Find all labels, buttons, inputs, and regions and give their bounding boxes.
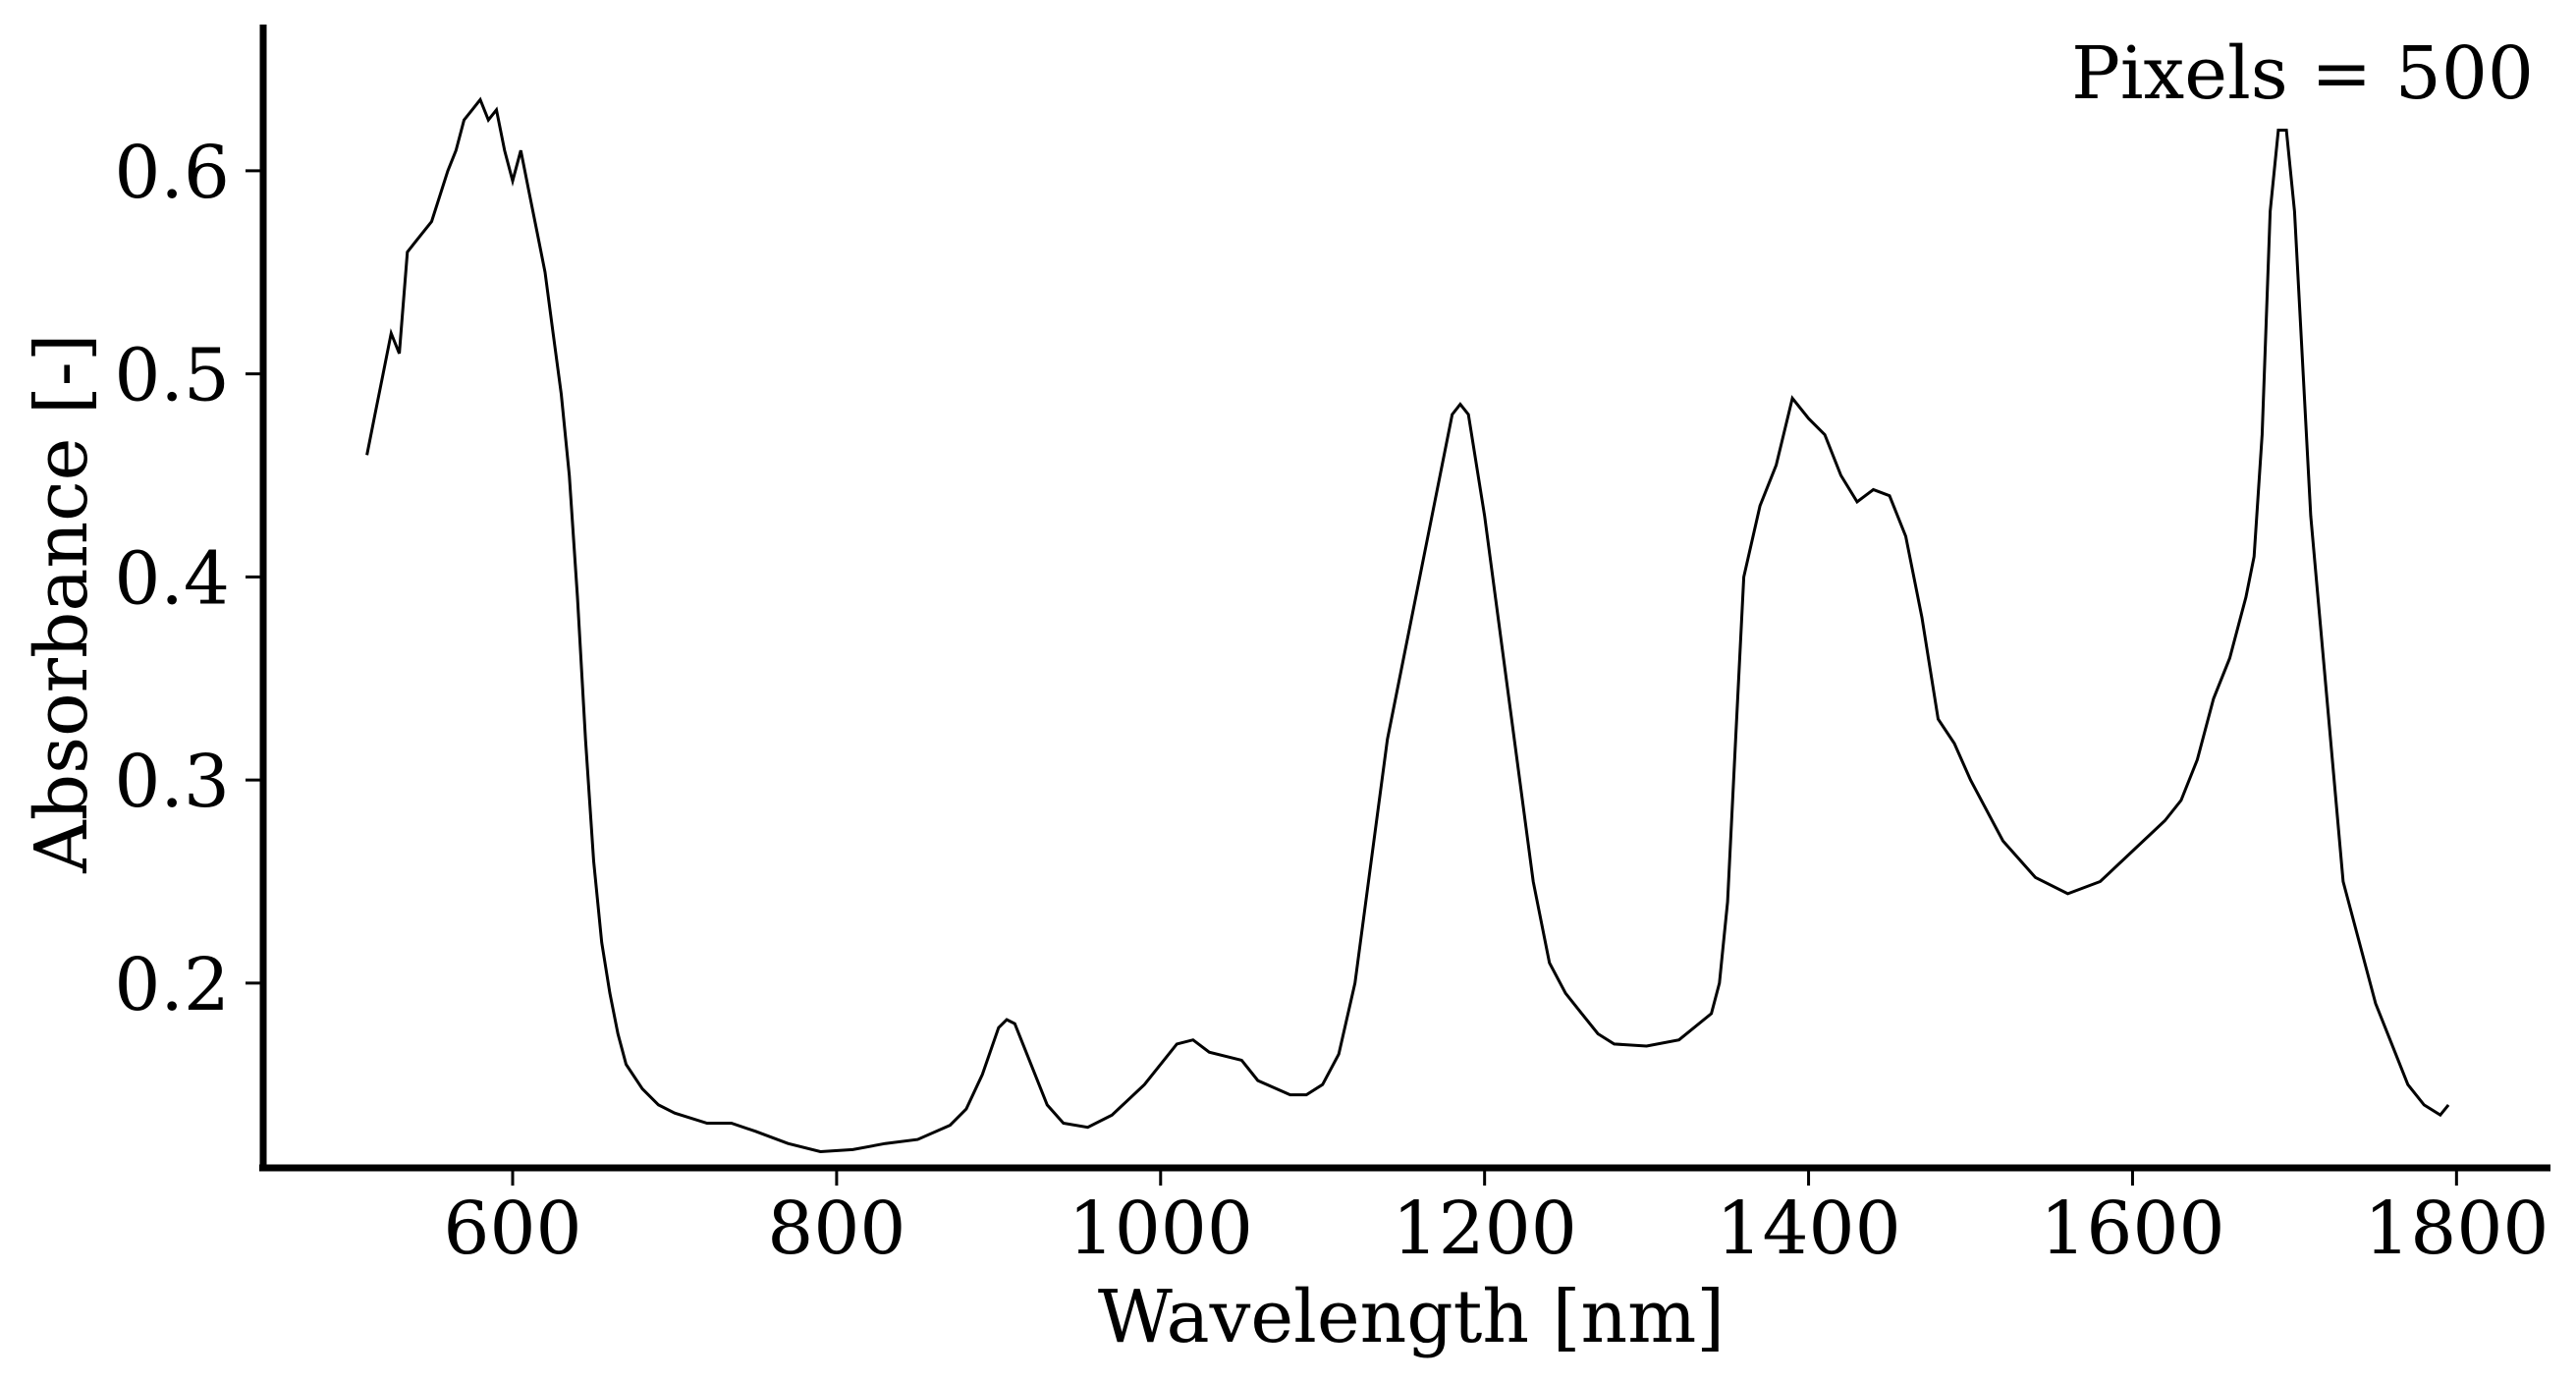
x-ticks: 600 800 1000 1200 1400 1600 1800 <box>443 1168 2549 1271</box>
annotation-pixels: Pixels = 500 <box>2071 31 2534 116</box>
x-tick-label: 600 <box>443 1187 581 1271</box>
y-tick-label: 0.4 <box>114 536 230 621</box>
x-tick-label: 1400 <box>1716 1187 1900 1271</box>
y-tick-label: 0.2 <box>114 943 230 1027</box>
y-tick-label: 0.3 <box>114 740 230 824</box>
y-axis-label: Absorbance [-] <box>20 333 104 873</box>
x-axis-label: Wavelength [nm] <box>1098 1275 1725 1359</box>
x-tick-label: 1000 <box>1069 1187 1253 1271</box>
spectrum-line <box>365 96 2450 1154</box>
x-tick-label: 1800 <box>2364 1187 2549 1271</box>
x-tick-label: 800 <box>767 1187 905 1271</box>
y-tick-label: 0.6 <box>114 131 230 215</box>
x-tick-label: 1600 <box>2040 1187 2224 1271</box>
y-tick-label: 0.5 <box>114 334 230 418</box>
y-ticks: 0.2 0.3 0.4 0.5 0.6 <box>114 131 263 1027</box>
x-tick-label: 1200 <box>1393 1187 1577 1271</box>
